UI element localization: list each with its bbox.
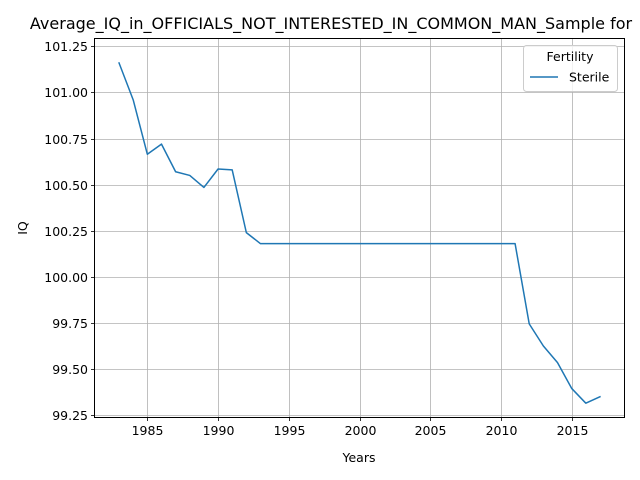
y-axis-ticks: 99.25 99.50 99.75 100.00 100.25 100.50 100.75 1… bbox=[44, 39, 95, 423]
x-tick-label: 1990 bbox=[203, 423, 235, 438]
legend: Fertility Sterile bbox=[523, 45, 618, 92]
x-tick-label: 2005 bbox=[415, 423, 447, 438]
x-axis-label: Years bbox=[342, 450, 376, 465]
plot-area-frame bbox=[94, 38, 625, 418]
legend-box bbox=[523, 45, 618, 92]
series-layer bbox=[118, 62, 601, 404]
grid-lines bbox=[95, 39, 624, 417]
legend-title: Fertility bbox=[547, 49, 595, 64]
y-tick-label: 100.00 bbox=[44, 270, 88, 285]
x-tick-label: 1995 bbox=[274, 423, 306, 438]
y-tick-label: 100.75 bbox=[44, 132, 88, 147]
y-tick-label: 100.25 bbox=[44, 224, 88, 239]
x-axis-ticks: 1985 1990 1995 2000 2005 2010 2015 bbox=[132, 417, 589, 438]
y-tick-label: 99.50 bbox=[52, 362, 88, 377]
y-tick-label: 99.25 bbox=[52, 408, 88, 423]
y-tick-label: 101.25 bbox=[44, 39, 88, 54]
y-axis-label: IQ bbox=[15, 221, 30, 235]
series-line-sterile bbox=[118, 62, 601, 404]
x-tick-label: 2010 bbox=[486, 423, 518, 438]
x-tick-label: 2015 bbox=[557, 423, 589, 438]
y-tick-label: 101.00 bbox=[44, 85, 88, 100]
chart-title: Average_IQ_in_OFFICIALS_NOT_INTERESTED_I… bbox=[30, 14, 633, 34]
x-tick-label: 1985 bbox=[132, 423, 164, 438]
legend-label-sterile: Sterile bbox=[569, 70, 610, 85]
y-tick-label: 100.50 bbox=[44, 178, 88, 193]
y-tick-label: 99.75 bbox=[52, 316, 88, 331]
x-tick-label: 2000 bbox=[345, 423, 377, 438]
